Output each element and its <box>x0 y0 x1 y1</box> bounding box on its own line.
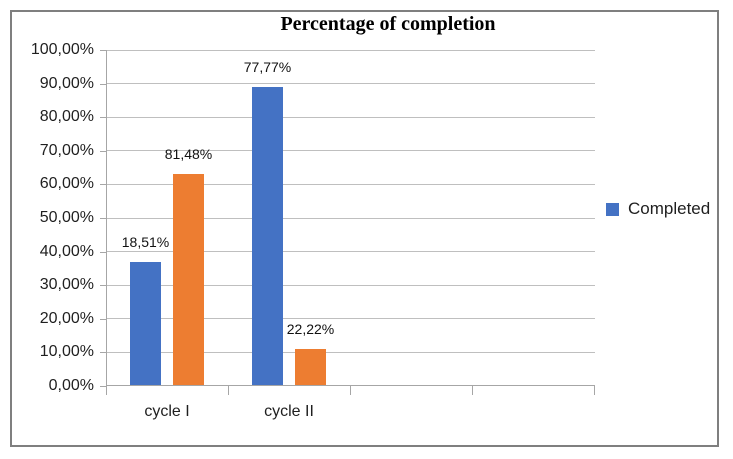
y-axis-line <box>106 50 107 386</box>
y-axis-tick <box>100 117 107 119</box>
y-axis-label: 80,00% <box>39 108 94 126</box>
x-axis-tick <box>228 386 229 395</box>
gridline <box>106 217 595 219</box>
legend: Completed <box>606 199 710 219</box>
y-axis-tick <box>100 150 107 152</box>
gridline <box>106 83 595 85</box>
gridline <box>106 183 595 185</box>
x-axis-tick <box>106 386 107 395</box>
gridline <box>106 284 595 286</box>
bar-data-label: 77,77% <box>243 59 292 76</box>
plot-area: 18,51% 81,48% 77,77% 22,22% <box>106 49 595 386</box>
category-label-1: cycle I <box>144 403 190 420</box>
y-axis-label: 40,00% <box>39 242 94 260</box>
x-axis-tick <box>594 386 595 395</box>
gridline <box>106 150 595 152</box>
y-axis-label: 100,00% <box>30 41 94 58</box>
category-label-2: cycle II <box>264 403 314 420</box>
bar-cycle-II-series1 <box>252 87 283 386</box>
y-axis-label: 30,00% <box>39 276 94 294</box>
x-axis-line <box>106 385 595 386</box>
gridline <box>106 116 595 118</box>
y-axis-tick <box>100 218 107 219</box>
y-axis-tick <box>100 352 107 354</box>
legend-swatch-completed <box>606 202 619 216</box>
legend-label-completed: Completed <box>628 199 711 218</box>
gridline <box>106 351 595 353</box>
y-axis-label: 0,00% <box>48 377 94 394</box>
gridline <box>106 251 595 253</box>
bar-cycle-II-series2 <box>295 348 326 386</box>
y-axis-tick <box>100 83 107 85</box>
y-axis-label: 90,00% <box>39 74 94 92</box>
chart-border-frame <box>10 10 719 447</box>
x-axis-tick <box>350 386 351 395</box>
y-axis-tick <box>100 251 107 253</box>
gridline <box>106 49 595 51</box>
x-axis-tick <box>472 386 473 395</box>
bar-data-label: 18,51% <box>121 233 170 250</box>
y-axis-tick <box>100 386 107 387</box>
y-axis-label: 20,00% <box>39 309 94 327</box>
y-axis-label: 70,00% <box>39 141 94 159</box>
y-axis-label: 60,00% <box>39 175 94 193</box>
bar-data-label: 22,22% <box>286 320 335 337</box>
y-axis-label: 50,00% <box>39 209 94 226</box>
y-axis-tick <box>100 50 107 51</box>
y-axis-tick <box>100 184 107 186</box>
chart-title: Percentage of completion <box>280 13 496 35</box>
bar-cycle-I-series2 <box>173 174 204 386</box>
gridline <box>106 318 595 320</box>
bar-cycle-I-series1 <box>130 261 161 386</box>
bar-data-label: 81,48% <box>164 146 213 163</box>
y-axis-tick <box>100 285 107 287</box>
y-axis-label: 10,00% <box>39 343 94 361</box>
y-axis-tick <box>100 318 107 320</box>
